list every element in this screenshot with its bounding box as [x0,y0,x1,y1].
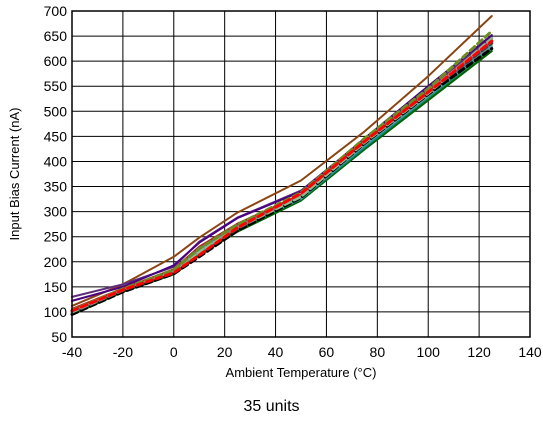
y-tick-label: 350 [44,179,68,195]
series-line-11 [71,39,493,310]
y-tick-label: 150 [44,279,68,295]
y-tick-label: 550 [44,78,68,94]
x-tick-label: 80 [370,344,386,360]
y-tick-label: 100 [44,304,68,320]
x-axis-title: Ambient Temperature (°C) [226,365,377,380]
y-tick-label: 600 [44,53,68,69]
chart-caption: 35 units [243,398,300,415]
y-tick-label: 250 [44,229,68,245]
y-tick-label: 500 [44,103,68,119]
y-tick-label: 450 [44,128,68,144]
series-line-7 [71,43,493,313]
x-tick-label: 40 [268,344,284,360]
x-tick-label: 100 [417,344,441,360]
x-tick-labels: -40 -20 0 20 40 60 80 100 120 140 [62,344,542,360]
y-tick-labels: 50 100 150 200 250 300 350 400 450 500 550 600 650 70… [44,3,68,345]
series-line-3 [71,34,493,302]
y-tick-label: 400 [44,153,68,169]
series-line-8 [71,42,493,311]
series-line-16 [70,29,494,312]
y-tick-label: 650 [44,28,68,44]
x-tick-label: 140 [518,344,542,360]
y-axis-title: Input Bias Current (nA) [7,108,22,241]
x-tick-label: 0 [170,344,178,360]
x-tick-label: 60 [319,344,335,360]
x-tick-label: -40 [62,344,82,360]
series-line-4 [71,40,493,314]
x-tick-label: 120 [467,344,491,360]
series-line-14 [70,39,494,313]
y-tick-label: 50 [51,329,67,345]
series-line-13 [70,41,494,314]
y-tick-label: 300 [44,204,68,220]
plot-frame [71,10,531,338]
y-tick-label: 700 [44,3,68,19]
series-line-15 [70,37,494,314]
series-line-1 [71,15,493,307]
series-group [70,15,494,316]
series-line-17 [70,39,494,313]
x-tick-label: 20 [217,344,233,360]
y-tick-label: 200 [44,254,68,270]
x-tick-label: -20 [113,344,133,360]
